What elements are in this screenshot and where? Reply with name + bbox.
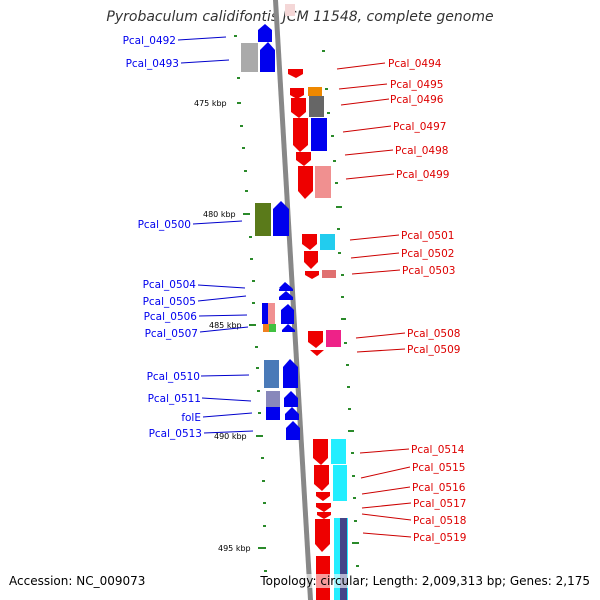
gene-arrow-Pcal_0501[interactable] xyxy=(302,234,317,250)
gene-label[interactable]: Pcal_0498 xyxy=(395,145,448,157)
gene-label[interactable]: Pcal_0493 xyxy=(126,58,179,70)
kbp-label: 495 kbp xyxy=(218,544,251,553)
gene-label[interactable]: Pcal_0502 xyxy=(401,248,454,260)
gene-arrow-Pcal_0509[interactable] xyxy=(310,350,324,356)
gene-label[interactable]: Pcal_0503 xyxy=(402,265,455,277)
gene-arrow-Pcal_0519b[interactable] xyxy=(340,518,347,600)
gene-label[interactable]: Pcal_0514 xyxy=(411,444,465,456)
left-genes xyxy=(241,24,300,440)
gene-arrow-Pcal_0511a[interactable] xyxy=(266,391,280,407)
gene-arrow-Pcal_0504b[interactable] xyxy=(279,283,293,291)
right-labels: Pcal_0494 Pcal_0495 Pcal_0496 Pcal_0497 … xyxy=(388,58,466,544)
right-leaders xyxy=(336,62,412,538)
gene-arrow-Pcal_0508[interactable] xyxy=(308,331,323,348)
gene-label[interactable]: Pcal_0505 xyxy=(143,296,196,308)
backbone-top-block xyxy=(285,4,295,16)
gene-arrow-folE[interactable] xyxy=(285,407,299,420)
gene-label[interactable]: Pcal_0492 xyxy=(123,35,176,47)
gene-arrow-Pcal_0517[interactable] xyxy=(316,503,331,512)
gene-arrow-Pcal_0495[interactable] xyxy=(290,88,304,99)
right-genes xyxy=(288,69,358,600)
gene-label[interactable]: Pcal_0496 xyxy=(390,94,444,106)
gene-arrow-Pcal_0514[interactable] xyxy=(313,439,328,465)
gene-arrow-Pcal_0500-a[interactable] xyxy=(255,203,271,236)
gene-arrow-Pcal_0505[interactable] xyxy=(279,291,293,300)
gene-arrow-Pcal_0495a[interactable] xyxy=(308,87,322,96)
gene-label[interactable]: Pcal_0508 xyxy=(407,328,460,340)
gene-arrow-Pcal_0498[interactable] xyxy=(296,152,311,166)
kbp-label: 475 kbp xyxy=(194,99,227,108)
gene-arrow-Pcal_0497a[interactable] xyxy=(311,118,327,151)
gene-arrow-Pcal_0519[interactable] xyxy=(315,519,330,552)
gene-label[interactable]: Pcal_0513 xyxy=(149,428,202,440)
gene-label[interactable]: Pcal_0510 xyxy=(147,371,200,383)
gene-arrow-Pcal_0506b[interactable] xyxy=(268,303,275,324)
gene-arrow-Pcal_0502[interactable] xyxy=(304,251,318,269)
accession-label: Accession: NC_009073 xyxy=(9,574,146,588)
gene-label[interactable]: Pcal_0507 xyxy=(145,328,198,340)
gene-arrow-Pcal_0513[interactable] xyxy=(286,421,300,440)
gene-arrow-Pcal_0507b[interactable] xyxy=(269,324,276,332)
gene-arrow-Pcal_0507a[interactable] xyxy=(263,324,269,332)
scale-ticks-right xyxy=(322,50,359,567)
gene-arrow-Pcal_0506c[interactable] xyxy=(281,304,294,324)
gene-arrow-Pcal_0496a[interactable] xyxy=(309,96,324,117)
gene-arrow-Pcal_0496[interactable] xyxy=(291,98,306,118)
gene-label[interactable]: Pcal_0511 xyxy=(148,393,201,405)
gene-label[interactable]: Pcal_0506 xyxy=(144,311,198,323)
gene-arrow-Pcal_0514a[interactable] xyxy=(331,439,346,464)
gene-arrow-Pcal_0492[interactable] xyxy=(258,24,272,42)
gene-label[interactable]: Pcal_0499 xyxy=(396,169,449,181)
gene-label[interactable]: Pcal_0494 xyxy=(388,58,442,70)
gene-label[interactable]: Pcal_0500 xyxy=(138,219,191,231)
gene-arrow-Pcal_0501a[interactable] xyxy=(320,234,335,250)
gene-arrow-Pcal_0515a[interactable] xyxy=(333,465,347,501)
gene-arrow-Pcal_0518[interactable] xyxy=(317,512,331,519)
gene-arrow-Pcal_0520b[interactable] xyxy=(349,550,358,563)
gene-label[interactable]: Pcal_0516 xyxy=(412,482,466,494)
gene-label[interactable]: Pcal_0515 xyxy=(412,462,465,474)
gene-arrow-Pcal_0503[interactable] xyxy=(305,271,319,279)
kbp-label: 480 kbp xyxy=(203,210,236,219)
gene-arrow-Pcal_0500[interactable] xyxy=(273,201,289,236)
gene-arrow-Pcal_0493-pseudo[interactable] xyxy=(241,43,258,72)
gene-arrow-folE-a[interactable] xyxy=(266,407,280,420)
gene-arrow-Pcal_0516[interactable] xyxy=(316,492,330,501)
gene-label[interactable]: Pcal_0509 xyxy=(407,344,460,356)
gene-arrow-Pcal_0499[interactable] xyxy=(298,166,313,199)
scale-ticks-left xyxy=(234,35,267,572)
gene-arrow-Pcal_0506[interactable] xyxy=(262,303,269,324)
gene-arrow-Pcal_0503a[interactable] xyxy=(322,270,336,278)
left-leaders xyxy=(177,36,254,434)
map-title: Pyrobaculum calidifontis JCM 11548, comp… xyxy=(106,9,494,25)
gene-label[interactable]: Pcal_0504 xyxy=(143,279,197,291)
gene-label[interactable]: Pcal_0497 xyxy=(393,121,446,133)
gene-label[interactable]: Pcal_0501 xyxy=(401,230,454,242)
gene-label[interactable]: folE xyxy=(181,412,201,424)
gene-arrow-Pcal_0494[interactable] xyxy=(288,69,303,78)
gene-arrow-Pcal_0497[interactable] xyxy=(293,118,308,152)
left-labels: Pcal_0492 Pcal_0493 Pcal_0500 Pcal_0504 … xyxy=(123,35,202,440)
gene-arrow-Pcal_0499a[interactable] xyxy=(315,166,331,198)
gene-arrow-Pcal_0510a[interactable] xyxy=(264,360,279,388)
topology-label: Topology: circular; Length: 2,009,313 bp… xyxy=(260,574,590,588)
gene-arrow-Pcal_0515[interactable] xyxy=(314,465,329,491)
kbp-label: 490 kbp xyxy=(214,432,247,441)
gene-arrow-Pcal_0508a[interactable] xyxy=(326,330,341,347)
gene-arrow-Pcal_0507[interactable] xyxy=(282,324,295,332)
gene-label[interactable]: Pcal_0518 xyxy=(413,515,466,527)
gene-arrow-Pcal_0511[interactable] xyxy=(284,391,298,407)
gene-arrow-Pcal_0510[interactable] xyxy=(283,359,298,388)
gene-label[interactable]: Pcal_0517 xyxy=(413,498,466,510)
gene-arrow-Pcal_0493[interactable] xyxy=(260,42,275,72)
gene-label[interactable]: Pcal_0495 xyxy=(390,79,443,91)
kbp-label: 485 kbp xyxy=(209,321,242,330)
gene-label[interactable]: Pcal_0519 xyxy=(413,532,466,544)
